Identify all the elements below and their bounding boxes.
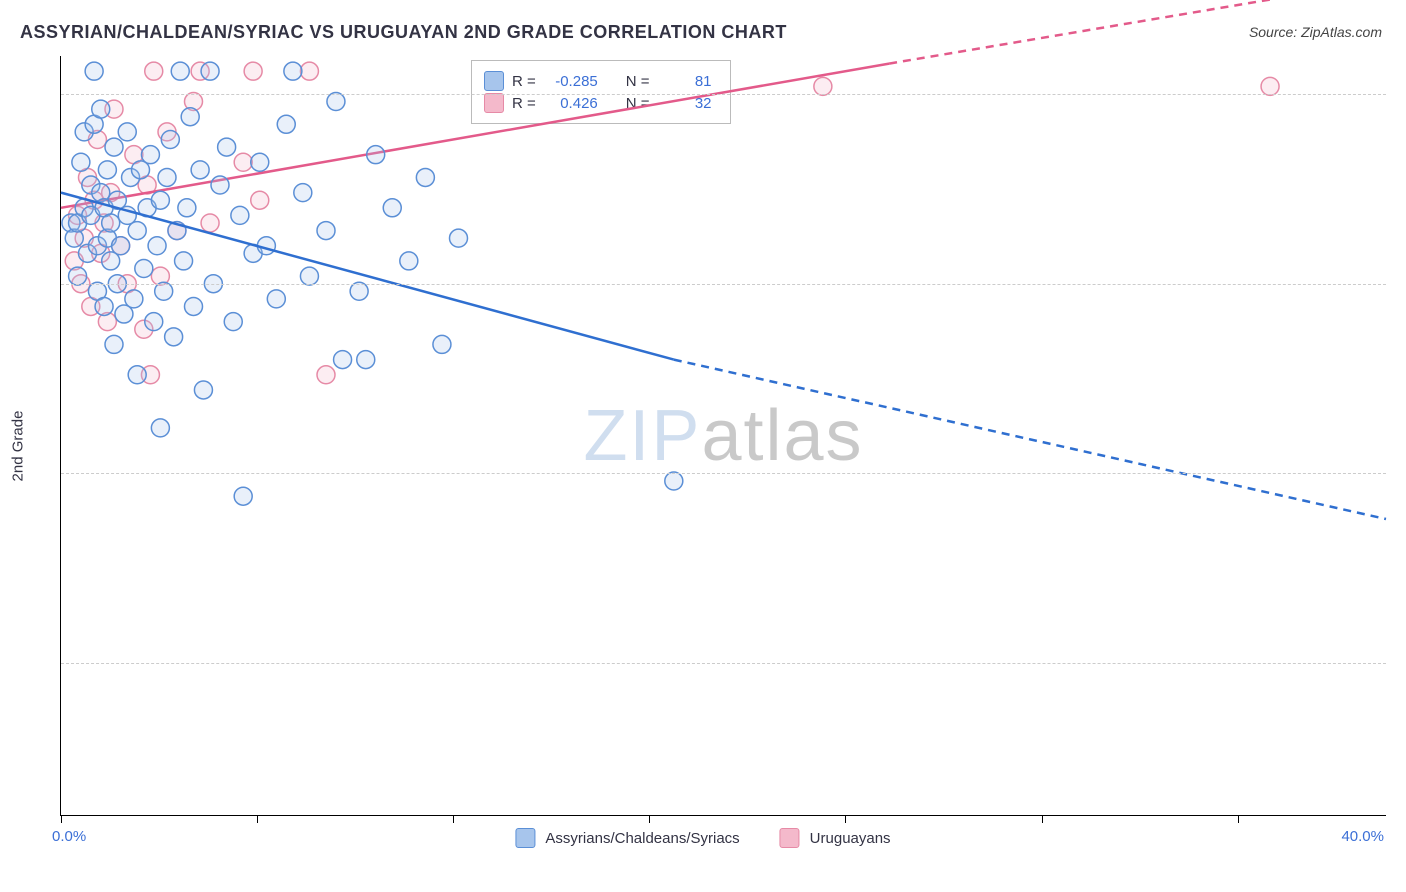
data-point: [171, 62, 189, 80]
data-point: [178, 199, 196, 217]
data-point: [300, 62, 318, 80]
data-point: [118, 123, 136, 141]
x-tick: [453, 815, 454, 823]
plot-area: ZIPatlas R = -0.285 N = 81 R = 0.426 N =…: [60, 56, 1386, 816]
x-tick: [1042, 815, 1043, 823]
gridline: [61, 663, 1386, 664]
x-tick: [1238, 815, 1239, 823]
x-tick: [845, 815, 846, 823]
data-point: [151, 191, 169, 209]
data-point: [1261, 77, 1279, 95]
data-point: [155, 282, 173, 300]
plot-svg: [61, 56, 1386, 815]
data-point: [267, 290, 285, 308]
data-point: [244, 62, 262, 80]
data-point: [125, 290, 143, 308]
data-point: [105, 335, 123, 353]
data-point: [251, 153, 269, 171]
x-axis-max-label: 40.0%: [1341, 828, 1384, 845]
y-tick-label: 92.5%: [1396, 655, 1406, 671]
data-point: [95, 297, 113, 315]
data-point: [234, 487, 252, 505]
data-point: [317, 222, 335, 240]
y-tick-label: 95.0%: [1396, 465, 1406, 481]
data-point: [416, 168, 434, 186]
data-point: [102, 214, 120, 232]
legend-item-a: Assyrians/Chaldeans/Syriacs: [515, 828, 739, 848]
data-point: [383, 199, 401, 217]
data-point: [175, 252, 193, 270]
source-label: Source: ZipAtlas.com: [1249, 24, 1382, 40]
data-point: [327, 93, 345, 111]
chart-title: ASSYRIAN/CHALDEAN/SYRIAC VS URUGUAYAN 2N…: [20, 22, 787, 43]
gridline: [61, 94, 1386, 95]
data-point: [224, 313, 242, 331]
data-point: [350, 282, 368, 300]
data-point: [211, 176, 229, 194]
data-point: [231, 206, 249, 224]
x-tick: [257, 815, 258, 823]
data-point: [191, 161, 209, 179]
gridline: [61, 473, 1386, 474]
data-point: [161, 130, 179, 148]
data-point: [181, 108, 199, 126]
legend-swatch-bottom-a: [515, 828, 535, 848]
data-point: [218, 138, 236, 156]
data-point: [201, 214, 219, 232]
data-point: [98, 161, 116, 179]
data-point: [145, 62, 163, 80]
data-point: [300, 267, 318, 285]
trend-line-dashed: [674, 360, 1386, 519]
gridline: [61, 284, 1386, 285]
data-point: [128, 222, 146, 240]
legend-label-a: Assyrians/Chaldeans/Syriacs: [545, 830, 739, 847]
legend-label-b: Uruguayans: [810, 830, 891, 847]
data-point: [201, 62, 219, 80]
data-point: [284, 62, 302, 80]
y-axis-label: 2nd Grade: [10, 411, 27, 482]
data-point: [85, 62, 103, 80]
legend-swatch-bottom-b: [780, 828, 800, 848]
data-point: [165, 328, 183, 346]
data-point: [367, 146, 385, 164]
data-point: [158, 168, 176, 186]
data-point: [141, 146, 159, 164]
data-point: [357, 351, 375, 369]
data-point: [317, 366, 335, 384]
data-point: [334, 351, 352, 369]
trend-line-solid: [61, 64, 889, 208]
data-point: [128, 366, 146, 384]
data-point: [814, 77, 832, 95]
data-point: [433, 335, 451, 353]
legend-item-b: Uruguayans: [780, 828, 891, 848]
data-point: [194, 381, 212, 399]
data-point: [148, 237, 166, 255]
x-axis-min-label: 0.0%: [52, 828, 86, 845]
data-point: [105, 138, 123, 156]
data-point: [450, 229, 468, 247]
data-point: [151, 419, 169, 437]
data-point: [185, 297, 203, 315]
data-point: [665, 472, 683, 490]
x-tick: [61, 815, 62, 823]
data-point: [72, 153, 90, 171]
data-point: [92, 100, 110, 118]
data-point: [400, 252, 418, 270]
y-tick-label: 97.5%: [1396, 276, 1406, 292]
series-legend: Assyrians/Chaldeans/Syriacs Uruguayans: [515, 828, 890, 848]
data-point: [135, 260, 153, 278]
data-point: [277, 115, 295, 133]
x-tick: [649, 815, 650, 823]
data-point: [234, 153, 252, 171]
data-point: [145, 313, 163, 331]
data-point: [294, 184, 312, 202]
data-point: [69, 267, 87, 285]
data-point: [251, 191, 269, 209]
data-point: [112, 237, 130, 255]
y-tick-label: 100.0%: [1396, 86, 1406, 102]
